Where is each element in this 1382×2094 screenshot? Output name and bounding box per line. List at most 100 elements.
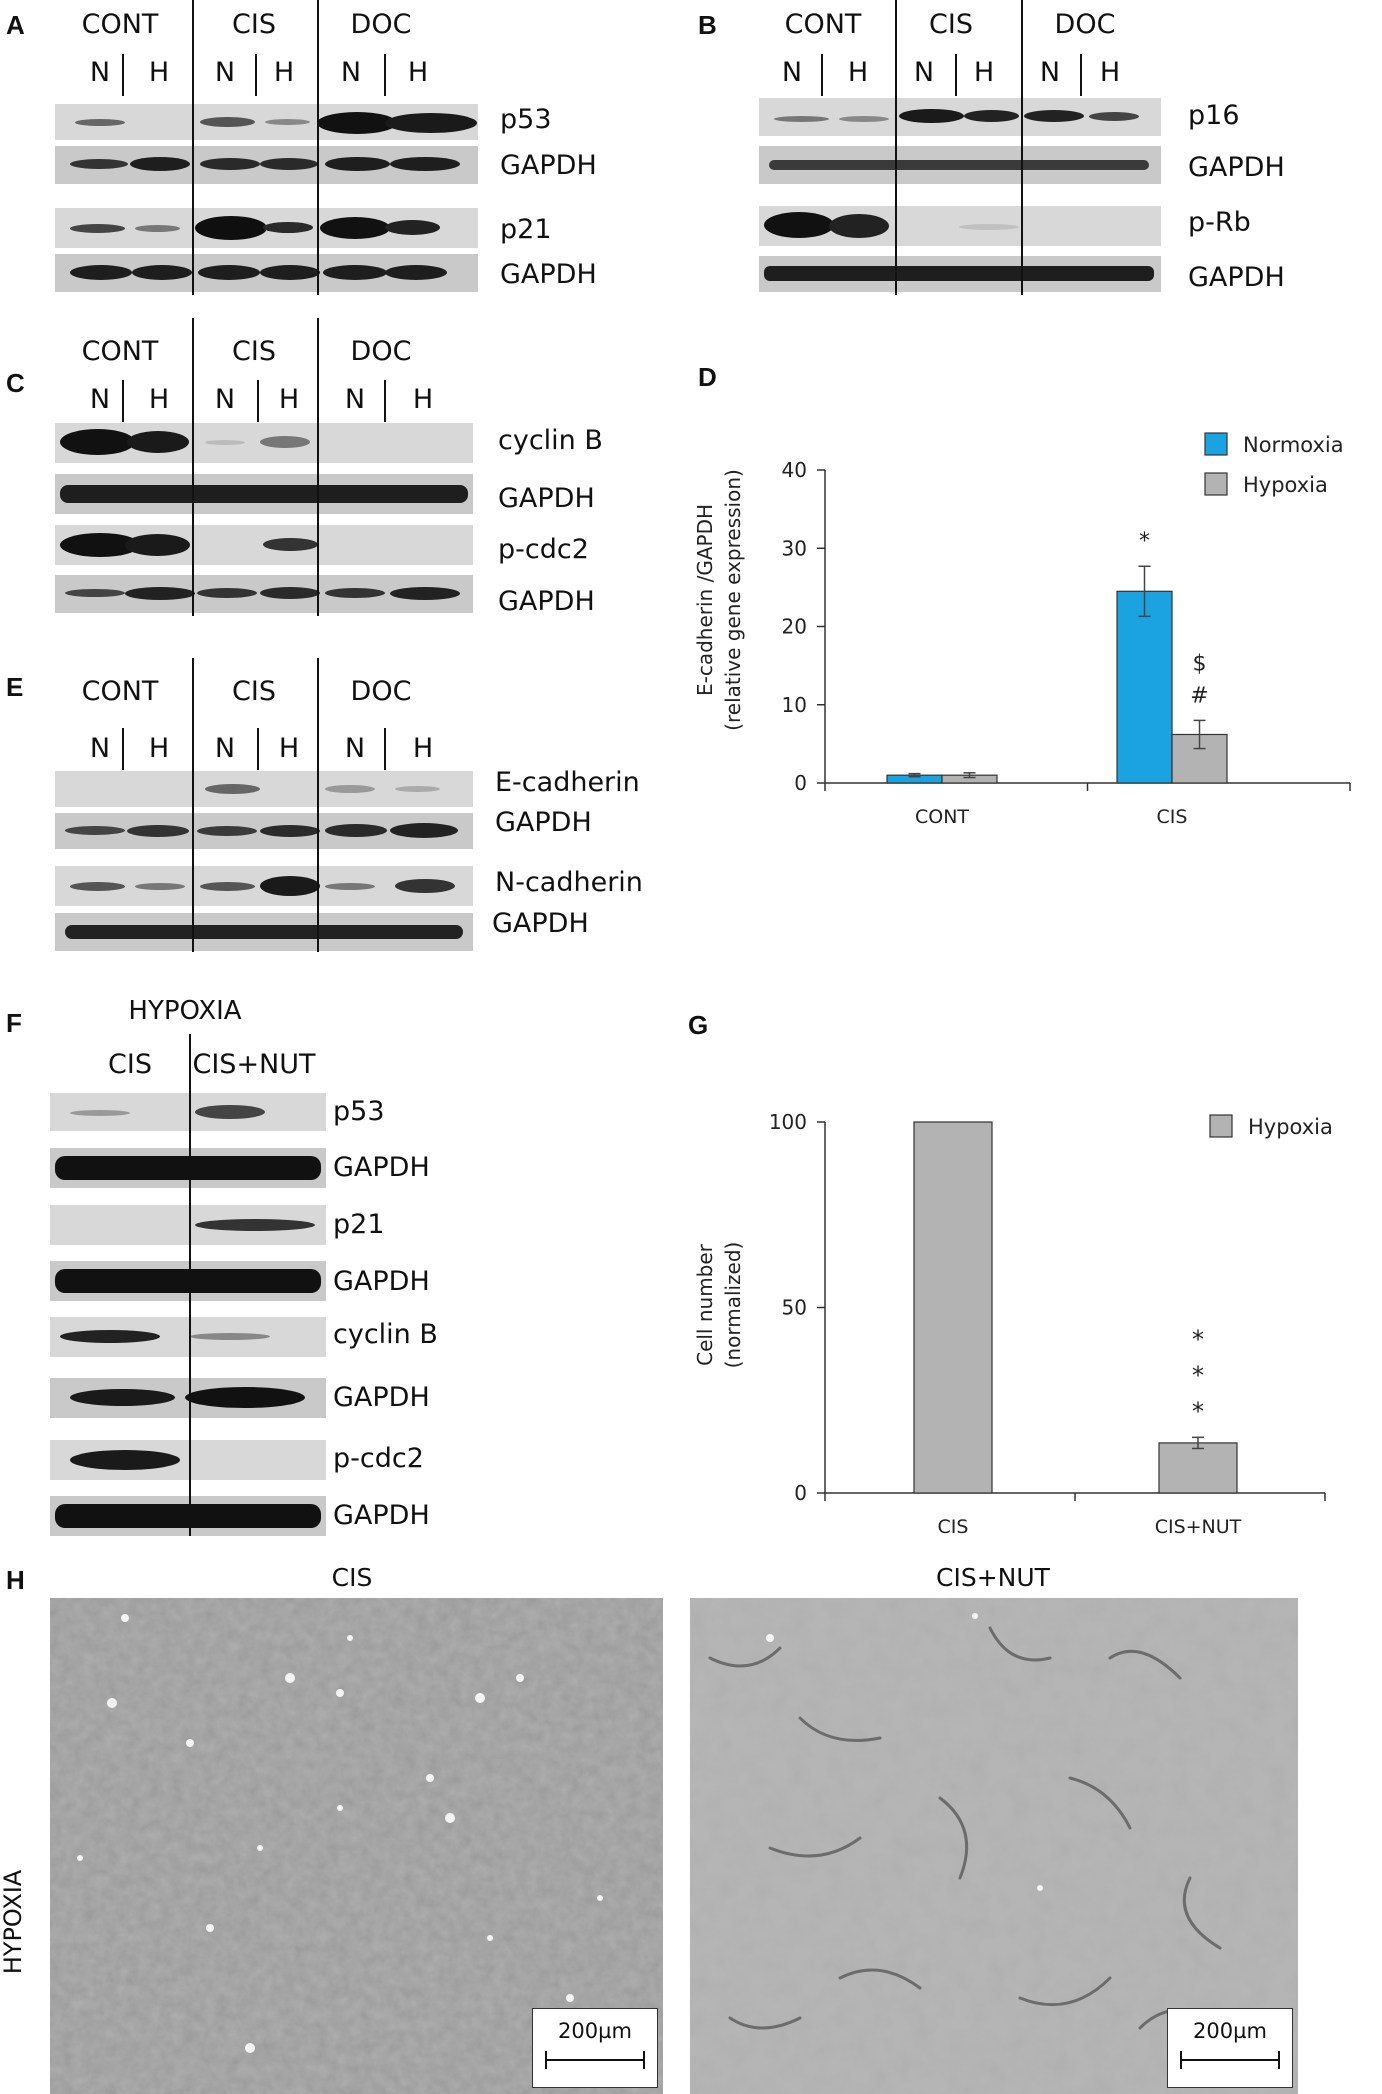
- y-tick-label: 100: [769, 1110, 807, 1134]
- significance-marker: *: [1192, 1397, 1204, 1425]
- lane-separator: [255, 54, 257, 96]
- y-tick-label: 40: [782, 458, 807, 482]
- blot-strip-gapdh: [50, 1378, 326, 1418]
- lane-separator: [122, 728, 124, 770]
- group-label-cis-nut: CIS+NUT: [192, 1049, 316, 1080]
- blot-strip-p-cdc2: [55, 525, 473, 565]
- significance-marker: *: [1192, 1325, 1204, 1353]
- band-label-gapdh: GAPDH: [500, 150, 597, 181]
- panel-label-h: H: [6, 1565, 25, 1595]
- blot-strip-p16: [759, 98, 1161, 136]
- group-label-doc: DOC: [350, 676, 412, 707]
- group-divider: [189, 1034, 191, 1536]
- blot-strip-gapdh: [55, 913, 473, 951]
- band-label-cyclin-b: cyclin B: [498, 425, 603, 456]
- group-label-cont: CONT: [81, 676, 159, 707]
- group-label-cis: CIS: [232, 336, 276, 367]
- blot-strip-gapdh: [55, 146, 478, 184]
- blot-strip-p53: [55, 104, 478, 140]
- blot-strip-gapdh: [50, 1261, 326, 1301]
- group-label-cis: CIS: [232, 676, 276, 707]
- legend-swatch-hypoxia: [1204, 472, 1228, 496]
- scale-bar-label: 200µm: [1193, 2019, 1267, 2043]
- x-tick-label: CIS+NUT: [1155, 1516, 1242, 1538]
- condition-label: HYPOXIA: [128, 996, 242, 1026]
- x-tick-label: CIS: [938, 1516, 969, 1538]
- lane-separator: [257, 728, 259, 770]
- group-label-cis: CIS: [108, 1049, 152, 1080]
- band-label-p-cdc2: p-cdc2: [333, 1443, 424, 1474]
- blot-strip-gapdh: [55, 813, 473, 849]
- panel-label-b: B: [698, 10, 717, 40]
- y-axis-label: E-cadherin /GAPDH: [693, 504, 717, 696]
- lane-label: N: [1039, 57, 1061, 88]
- x-tick-label: CONT: [915, 806, 969, 828]
- lane-label: N: [89, 57, 111, 88]
- group-divider: [1021, 0, 1023, 295]
- scale-bar-box: 200µm: [532, 2008, 658, 2088]
- band-label-p16: p16: [1188, 100, 1240, 131]
- panel-label-c: C: [6, 368, 25, 398]
- group-label-cont: CONT: [784, 9, 862, 40]
- blot-strip-cyclin-b: [55, 423, 473, 463]
- group-divider: [192, 318, 194, 616]
- blot-strip-gapdh: [759, 256, 1161, 292]
- lane-separator: [384, 54, 386, 96]
- blot-strip-p21: [50, 1205, 326, 1245]
- blot-strip-gapdh: [55, 254, 478, 292]
- lane-label: H: [412, 733, 434, 764]
- lane-separator: [955, 54, 957, 96]
- lane-separator: [384, 728, 386, 770]
- band-label-p21: p21: [333, 1209, 385, 1240]
- lane-label: N: [89, 384, 111, 415]
- band-label-gapdh: GAPDH: [498, 586, 595, 617]
- blot-strip-gapdh: [55, 575, 473, 613]
- scale-bar: [545, 2059, 645, 2061]
- blot-strip-p53: [50, 1093, 326, 1131]
- micrograph-cis-nut: 200µm: [690, 1598, 1298, 2094]
- y-axis-label: Cell number: [693, 1243, 717, 1366]
- band-label-gapdh: GAPDH: [333, 1382, 430, 1413]
- group-label-cis: CIS: [929, 9, 973, 40]
- group-label-doc: DOC: [350, 336, 412, 367]
- lane-label: H: [278, 384, 300, 415]
- group-divider: [317, 0, 319, 295]
- blot-strip-p21: [55, 208, 478, 248]
- panel-label-f: F: [6, 1008, 22, 1038]
- significance-marker: #: [1190, 683, 1208, 708]
- band-label-gapdh: GAPDH: [333, 1266, 430, 1297]
- lane-label: N: [344, 384, 366, 415]
- band-label-gapdh: GAPDH: [495, 807, 592, 838]
- bar-cis-nut-hypoxia: [1158, 1442, 1238, 1494]
- image-title-cis-nut: CIS+NUT: [936, 1563, 1050, 1592]
- y-tick-label: 20: [782, 615, 807, 639]
- band-label-e-cadherin: E-cadherin: [495, 767, 640, 798]
- band-label-cyclin-b: cyclin B: [333, 1319, 438, 1350]
- band-label-p53: p53: [333, 1096, 385, 1127]
- lane-label: H: [1099, 57, 1121, 88]
- band-label-gapdh: GAPDH: [498, 483, 595, 514]
- lane-label: N: [214, 733, 236, 764]
- lane-separator: [122, 380, 124, 422]
- lane-separator: [821, 54, 823, 96]
- lane-label: N: [913, 57, 935, 88]
- lane-label: N: [781, 57, 803, 88]
- group-label-cont: CONT: [81, 336, 159, 367]
- chart-g: 0 50 100 CIS CIS+NUT * * * Hypoxia Cell number (no…: [693, 1110, 1333, 1538]
- micrograph-cis: 200µm: [50, 1598, 663, 2094]
- band-label-gapdh: GAPDH: [333, 1500, 430, 1531]
- lane-label: H: [278, 733, 300, 764]
- y-tick-label: 0: [794, 771, 807, 795]
- group-divider: [192, 658, 194, 952]
- side-label-hypoxia: HYPOXIA: [0, 1869, 27, 1975]
- group-label-doc: DOC: [350, 9, 412, 40]
- significance-marker: *: [1139, 529, 1150, 554]
- lane-label: H: [148, 733, 170, 764]
- group-divider: [317, 318, 319, 616]
- band-label-n-cadherin: N-cadherin: [495, 867, 643, 898]
- x-tick-label: CIS: [1157, 806, 1188, 828]
- lane-label: H: [148, 57, 170, 88]
- group-label-cont: CONT: [81, 9, 159, 40]
- blot-strip-n-cadherin: [55, 866, 473, 906]
- lane-label: H: [847, 57, 869, 88]
